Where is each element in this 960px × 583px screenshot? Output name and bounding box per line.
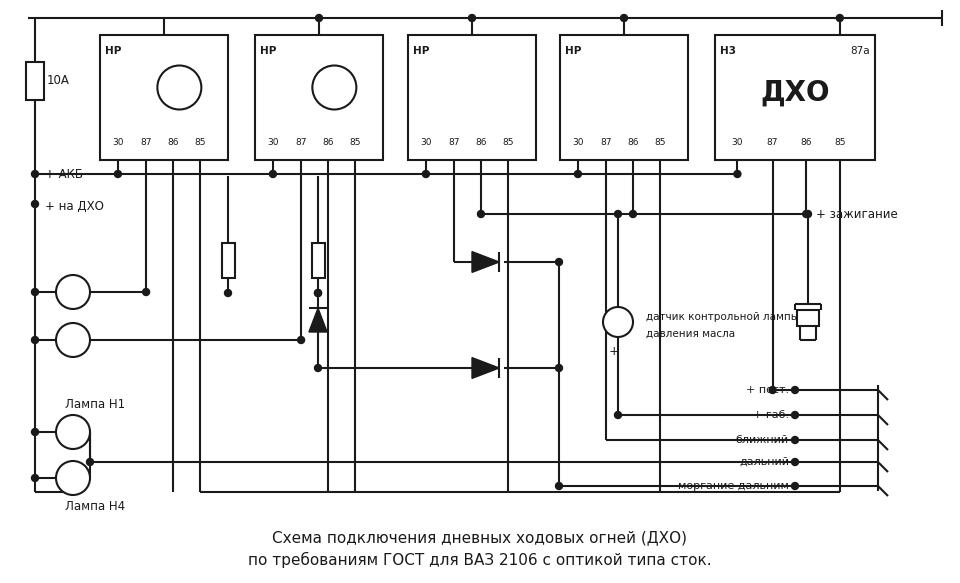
Text: НР: НР [105,46,121,56]
Bar [222,243,234,278]
Text: дальний: дальний [739,457,789,467]
Circle shape [614,210,621,217]
Text: 87: 87 [767,138,779,147]
Bar [797,310,819,326]
Text: давления масла: давления масла [646,329,735,339]
Text: 87: 87 [296,138,307,147]
Text: 85: 85 [194,138,205,147]
Text: 85: 85 [834,138,846,147]
Text: ДХО: ДХО [760,79,829,107]
Polygon shape [309,308,327,332]
Circle shape [316,15,323,22]
Text: 30: 30 [572,138,584,147]
Circle shape [614,412,621,419]
Circle shape [56,275,90,309]
Text: + пост.: + пост. [746,385,789,395]
Polygon shape [472,357,499,378]
Text: 85: 85 [502,138,514,147]
Text: Лампа Н4: Лампа Н4 [65,500,125,513]
Text: 85: 85 [349,138,361,147]
Circle shape [422,170,429,177]
Text: + на ДХО: + на ДХО [45,199,104,212]
Text: 30: 30 [112,138,124,147]
Circle shape [836,15,843,22]
Text: 30: 30 [267,138,278,147]
Text: 86: 86 [801,138,812,147]
Circle shape [733,170,741,177]
Circle shape [32,429,38,436]
Circle shape [804,210,811,217]
Bar [715,35,875,160]
Circle shape [477,210,485,217]
Text: моргание дальним: моргание дальним [678,481,789,491]
Circle shape [56,323,90,357]
Text: 87: 87 [448,138,460,147]
Bar [255,35,383,160]
Text: + габ.: + габ. [753,410,789,420]
Circle shape [32,475,38,482]
Circle shape [315,364,322,371]
Circle shape [270,170,276,177]
Text: 86: 86 [627,138,638,147]
Polygon shape [472,252,499,272]
Text: НР: НР [565,46,582,56]
Text: ближний: ближний [736,435,789,445]
Text: по требованиям ГОСТ для ВАЗ 2106 с оптикой типа сток.: по требованиям ГОСТ для ВАЗ 2106 с оптик… [249,552,711,568]
Circle shape [791,437,799,444]
Text: + зажигание: + зажигание [816,208,898,220]
Text: 86: 86 [475,138,487,147]
Circle shape [791,412,799,419]
Text: Схема подключения дневных ходовых огней (ДХО): Схема подключения дневных ходовых огней … [273,531,687,546]
Circle shape [468,15,475,22]
Circle shape [791,458,799,465]
Circle shape [556,258,563,265]
Bar [26,62,44,100]
Text: 86: 86 [167,138,179,147]
Circle shape [603,307,633,337]
Text: 85: 85 [654,138,665,147]
Circle shape [791,387,799,394]
Circle shape [769,387,776,394]
Text: + АКБ: + АКБ [45,167,83,181]
Text: датчик контрольной лампы: датчик контрольной лампы [646,312,799,322]
Text: Лампа Н1: Лампа Н1 [65,398,125,411]
Text: 30: 30 [420,138,432,147]
Circle shape [56,461,90,495]
Text: 30: 30 [732,138,743,147]
Circle shape [143,289,150,296]
Text: 87: 87 [140,138,152,147]
Circle shape [556,483,563,490]
Circle shape [791,483,799,490]
Circle shape [803,210,809,217]
Circle shape [225,290,231,297]
Circle shape [556,364,563,371]
Circle shape [32,336,38,343]
Circle shape [315,290,322,297]
Circle shape [32,201,38,208]
Text: +: + [609,345,619,358]
Circle shape [56,415,90,449]
Bar [311,243,324,278]
Circle shape [86,458,93,465]
Circle shape [574,170,582,177]
Circle shape [315,290,322,297]
Circle shape [32,289,38,296]
Bar [408,35,536,160]
Bar [100,35,228,160]
Text: 86: 86 [323,138,334,147]
Text: Н3: Н3 [720,46,736,56]
Text: НР: НР [413,46,429,56]
Circle shape [114,170,121,177]
Bar [560,35,688,160]
Circle shape [630,210,636,217]
Text: 87а: 87а [851,46,870,56]
Text: 87: 87 [600,138,612,147]
Text: 10А: 10А [47,75,70,87]
Circle shape [298,336,304,343]
Text: НР: НР [260,46,276,56]
Circle shape [620,15,628,22]
Circle shape [32,170,38,177]
